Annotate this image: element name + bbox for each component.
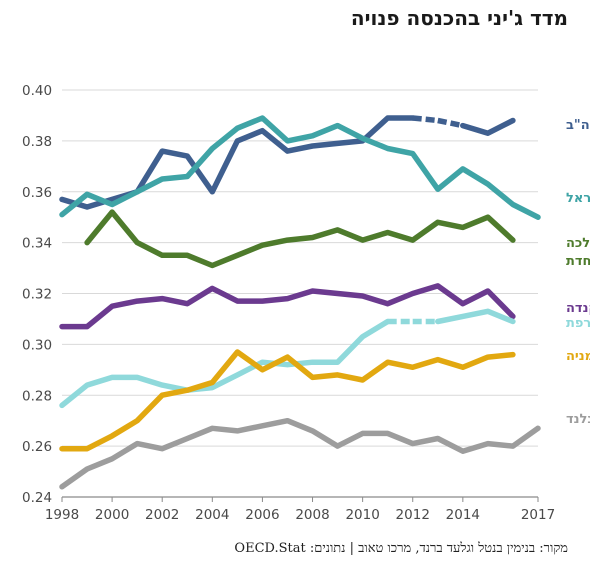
x-tick-label: 2006 [245, 507, 279, 523]
grid-lines [62, 89, 538, 498]
series-line-4 [59, 318, 391, 409]
y-tick-label: 0.24 [22, 490, 52, 506]
x-tick-label: 2017 [521, 507, 555, 523]
series-label: פינלנד [566, 412, 590, 427]
y-axis: 0.24 0.26 0.28 0.30 0.32 0.34 0.36 0.38 0.40 [22, 83, 52, 506]
x-tick-label: 2002 [145, 507, 179, 523]
y-tick-label: 0.36 [22, 185, 52, 201]
y-tick-label: 0.34 [22, 236, 52, 252]
y-tick-label: 0.30 [22, 337, 52, 353]
series-line-0 [437, 117, 464, 129]
x-axis: 1998 2000 2002 2004 2006 2008 2010 2012 2014 2017 [45, 497, 555, 523]
series-label: ישראל [566, 191, 590, 206]
series-line-6 [59, 417, 541, 490]
series-labels: ארה"ב ישראל הממלכההמאוחדת קנדהצרפת גרמניה פינ… [566, 118, 590, 427]
series-line-3 [59, 283, 516, 330]
series-line-1 [59, 115, 541, 220]
series-line-0 [59, 115, 416, 210]
y-tick-label: 0.26 [22, 439, 52, 455]
series-line-5 [59, 349, 516, 452]
series-label: ארה"ב [566, 118, 590, 133]
x-tick-label: 2004 [195, 507, 229, 523]
series-line-0 [460, 117, 516, 136]
series-line-0 [412, 115, 439, 124]
series-lines [59, 115, 541, 490]
x-tick-label: 2000 [95, 507, 129, 523]
series-line-4 [435, 308, 516, 325]
series-label: הממלכההמאוחדת [566, 236, 590, 269]
y-tick-label: 0.28 [22, 388, 52, 404]
y-tick-label: 0.40 [22, 83, 52, 99]
series-label: צרפת [566, 316, 590, 331]
y-tick-label: 0.32 [22, 287, 52, 303]
y-tick-label: 0.38 [22, 134, 52, 150]
x-tick-label: 2010 [345, 507, 379, 523]
x-tick-label: 2008 [295, 507, 329, 523]
x-tick-label: 1998 [45, 507, 79, 523]
source-note: מקור: בנימין בנטל וגלעד ברנד, מרכו טאוב … [234, 541, 568, 556]
series-label: גרמניה [566, 349, 590, 364]
series-line-2 [84, 209, 516, 269]
series-label: קנדה [566, 301, 590, 316]
x-tick-label: 2012 [396, 507, 430, 523]
chart-title: מדד ג'יני בהכנסה פנויה [350, 6, 568, 30]
x-tick-label: 2014 [446, 507, 480, 523]
